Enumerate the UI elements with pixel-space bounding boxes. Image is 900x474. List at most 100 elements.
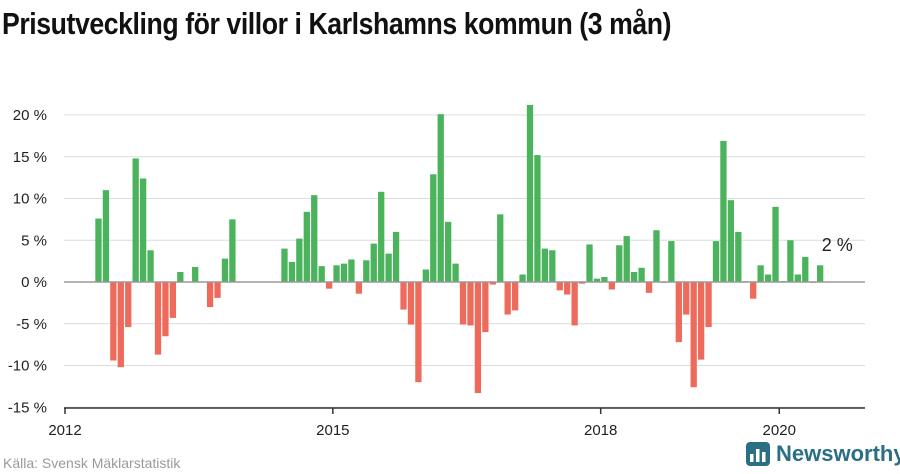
bar	[162, 282, 169, 337]
y-axis-labels: 20 % 15 % 10 % 5 % 0 % -5 % -10 % -15 %	[8, 107, 47, 416]
bar	[511, 282, 519, 311]
source-note: Källa: Svensk Mäklarstatistik	[3, 455, 181, 471]
bar	[206, 282, 214, 308]
bars	[95, 104, 824, 394]
bar	[549, 250, 556, 282]
bar	[601, 276, 608, 282]
bar	[474, 282, 482, 394]
bar	[564, 282, 571, 295]
bar	[154, 282, 162, 355]
bar	[296, 238, 303, 282]
bar	[616, 245, 623, 282]
bar	[407, 282, 415, 325]
bar	[802, 256, 809, 282]
bar	[586, 244, 593, 282]
bar	[683, 282, 690, 315]
bar	[750, 282, 757, 299]
bar	[571, 282, 578, 326]
bar	[95, 218, 102, 282]
bar	[757, 265, 764, 282]
bar	[735, 231, 742, 282]
bar	[400, 282, 407, 310]
bar	[452, 263, 459, 282]
bar	[675, 282, 682, 343]
bar	[497, 214, 504, 282]
bar	[526, 104, 534, 282]
bar	[534, 155, 541, 282]
bar	[712, 241, 720, 282]
bar	[787, 240, 794, 282]
bar	[288, 261, 296, 282]
y-tick-label: -5 %	[16, 316, 47, 333]
bar	[445, 221, 452, 282]
bar	[817, 265, 824, 282]
bar	[668, 241, 675, 282]
bar	[430, 174, 437, 282]
bar	[132, 158, 139, 282]
bar	[437, 114, 444, 282]
gridlines	[64, 114, 865, 408]
bar	[214, 282, 221, 298]
bar	[794, 274, 801, 282]
bar	[727, 200, 735, 282]
y-tick-label: 10 %	[13, 191, 47, 208]
bar	[764, 274, 772, 282]
bar	[348, 259, 355, 282]
y-tick-label: 5 %	[21, 232, 47, 249]
x-tick-label: 2018	[584, 422, 617, 439]
x-axis: 2012 2015 2018 2020	[48, 407, 865, 439]
bar	[192, 266, 199, 282]
y-tick-label: -15 %	[8, 399, 47, 416]
x-tick-label: 2012	[48, 422, 81, 439]
bar	[422, 269, 429, 282]
bar	[697, 282, 705, 360]
bar	[690, 282, 697, 388]
bar	[370, 243, 377, 282]
bar	[363, 260, 370, 282]
bar	[355, 282, 363, 294]
bar	[281, 248, 288, 282]
bar	[385, 253, 392, 282]
bar	[229, 219, 236, 283]
x-tick-label: 2020	[763, 422, 796, 439]
bar	[459, 282, 467, 325]
bar	[169, 282, 177, 318]
bar	[110, 282, 117, 361]
bar	[623, 236, 630, 282]
latest-value-annotation: 2 %	[822, 235, 853, 255]
chart-title: Prisutveckling för villor i Karlshamns k…	[2, 6, 672, 41]
brand-name: Newsworthy	[776, 441, 900, 466]
bar	[177, 271, 184, 282]
bar	[333, 265, 340, 282]
bar	[378, 191, 385, 282]
bar	[102, 190, 110, 282]
bar	[482, 282, 489, 333]
bar	[631, 271, 638, 282]
bar	[720, 140, 727, 282]
bar	[653, 230, 660, 282]
bar	[467, 282, 474, 326]
bar	[325, 282, 333, 289]
bar	[303, 211, 310, 282]
bar	[117, 282, 124, 368]
bar	[705, 282, 712, 328]
bar	[340, 263, 348, 282]
y-tick-label: 20 %	[13, 107, 47, 124]
bar	[147, 250, 154, 282]
bar	[125, 282, 132, 328]
bar	[556, 282, 563, 291]
bar	[772, 206, 779, 282]
bar	[541, 248, 549, 282]
bar	[392, 231, 400, 282]
bar	[645, 282, 653, 293]
bar	[318, 266, 325, 282]
bar	[311, 195, 318, 282]
bar	[519, 274, 526, 282]
newsworthy-logo-icon	[746, 442, 770, 466]
bar	[489, 282, 496, 285]
bar	[221, 258, 229, 282]
bar	[578, 282, 586, 284]
bar	[415, 282, 422, 383]
bar	[504, 282, 511, 315]
